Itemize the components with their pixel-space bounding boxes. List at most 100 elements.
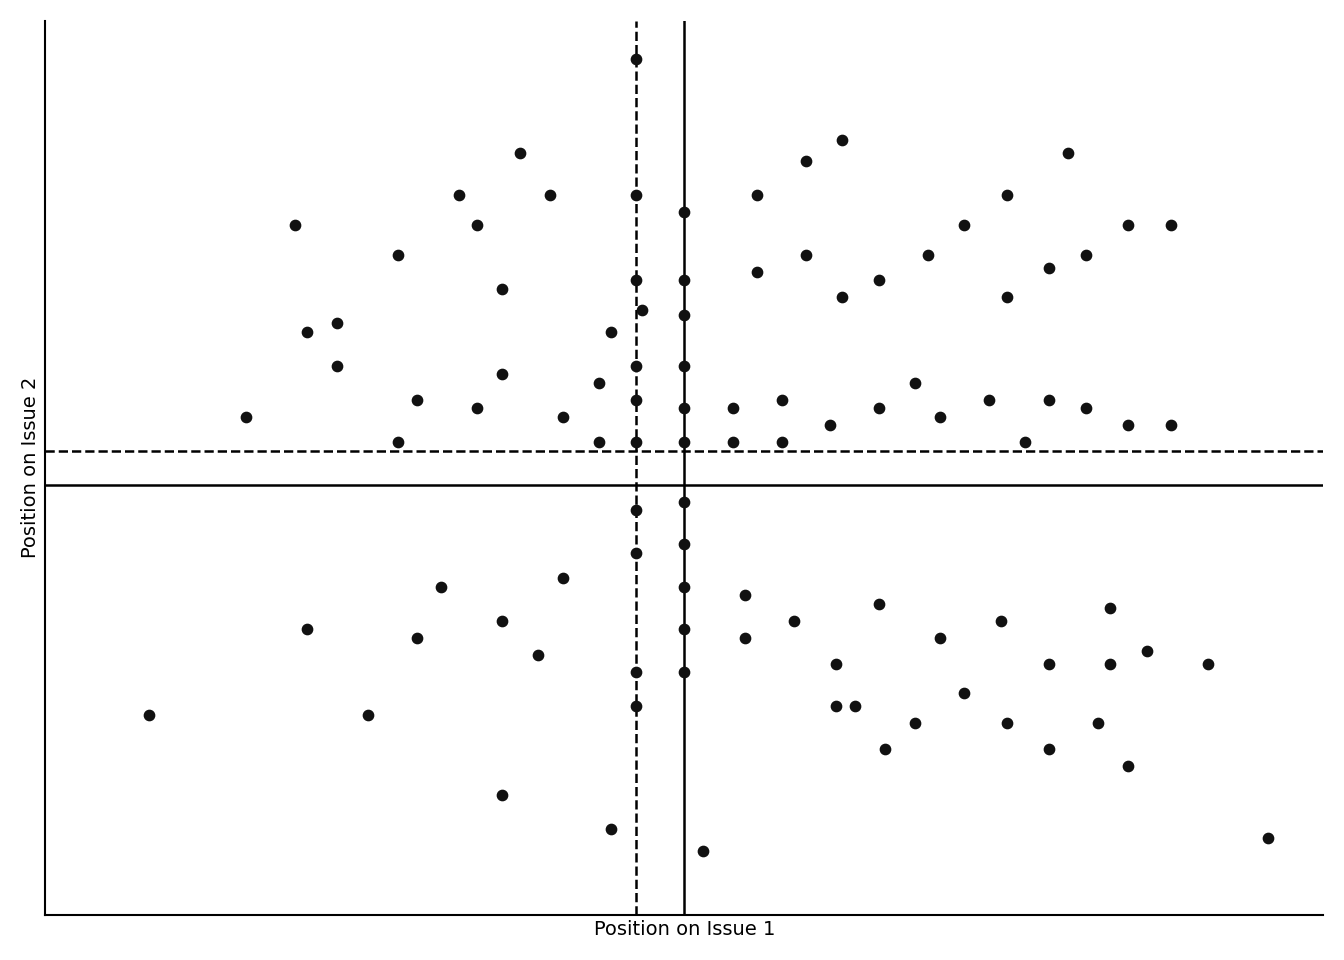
Y-axis label: Position on Issue 2: Position on Issue 2: [22, 377, 40, 559]
Point: [673, 494, 695, 510]
Point: [327, 358, 348, 373]
Point: [673, 622, 695, 637]
Point: [1015, 435, 1036, 450]
Point: [601, 822, 622, 837]
Point: [552, 409, 574, 424]
Point: [449, 187, 470, 203]
Point: [601, 324, 622, 339]
Point: [1099, 601, 1121, 616]
Point: [235, 409, 257, 424]
Point: [491, 613, 512, 629]
Point: [1258, 830, 1279, 846]
Point: [692, 843, 714, 858]
Point: [673, 273, 695, 288]
Point: [673, 358, 695, 373]
Point: [734, 588, 755, 603]
Point: [722, 435, 743, 450]
Point: [868, 596, 890, 612]
Point: [1039, 741, 1060, 756]
Point: [1039, 260, 1060, 276]
Point: [673, 579, 695, 594]
Point: [552, 570, 574, 586]
Point: [825, 656, 847, 671]
Point: [771, 435, 793, 450]
Point: [784, 613, 805, 629]
Point: [929, 631, 950, 646]
Point: [630, 302, 652, 318]
Point: [491, 367, 512, 382]
Point: [905, 715, 926, 731]
Point: [1039, 392, 1060, 407]
X-axis label: Position on Issue 1: Position on Issue 1: [594, 921, 775, 939]
Point: [1039, 656, 1060, 671]
Point: [868, 400, 890, 416]
Point: [625, 358, 646, 373]
Point: [953, 218, 974, 233]
Point: [673, 204, 695, 220]
Point: [387, 248, 409, 263]
Point: [625, 698, 646, 713]
Point: [746, 264, 767, 279]
Point: [466, 218, 488, 233]
Point: [358, 707, 379, 722]
Point: [138, 707, 160, 722]
Point: [673, 664, 695, 680]
Point: [673, 400, 695, 416]
Point: [929, 409, 950, 424]
Point: [589, 435, 610, 450]
Point: [1087, 715, 1109, 731]
Point: [406, 631, 427, 646]
Point: [540, 187, 562, 203]
Point: [625, 273, 646, 288]
Point: [509, 145, 531, 160]
Point: [875, 741, 896, 756]
Point: [296, 324, 317, 339]
Point: [589, 375, 610, 391]
Point: [406, 392, 427, 407]
Point: [905, 375, 926, 391]
Point: [825, 698, 847, 713]
Point: [430, 579, 452, 594]
Point: [625, 664, 646, 680]
Point: [625, 392, 646, 407]
Point: [1160, 418, 1181, 433]
Point: [625, 435, 646, 450]
Point: [491, 281, 512, 297]
Point: [625, 503, 646, 518]
Point: [1075, 248, 1097, 263]
Point: [625, 52, 646, 67]
Point: [734, 631, 755, 646]
Point: [722, 400, 743, 416]
Point: [991, 613, 1012, 629]
Point: [1099, 656, 1121, 671]
Point: [996, 715, 1017, 731]
Point: [796, 154, 817, 169]
Point: [327, 315, 348, 330]
Point: [1118, 218, 1140, 233]
Point: [284, 218, 305, 233]
Point: [1075, 400, 1097, 416]
Point: [996, 290, 1017, 305]
Point: [673, 435, 695, 450]
Point: [1160, 218, 1181, 233]
Point: [917, 248, 938, 263]
Point: [953, 685, 974, 701]
Point: [832, 132, 853, 148]
Point: [868, 273, 890, 288]
Point: [387, 435, 409, 450]
Point: [1118, 418, 1140, 433]
Point: [1136, 643, 1157, 659]
Point: [977, 392, 999, 407]
Point: [673, 307, 695, 323]
Point: [296, 622, 317, 637]
Point: [796, 248, 817, 263]
Point: [1196, 656, 1218, 671]
Point: [491, 788, 512, 804]
Point: [820, 418, 841, 433]
Point: [746, 187, 767, 203]
Point: [673, 537, 695, 552]
Point: [771, 392, 793, 407]
Point: [625, 187, 646, 203]
Point: [466, 400, 488, 416]
Point: [844, 698, 866, 713]
